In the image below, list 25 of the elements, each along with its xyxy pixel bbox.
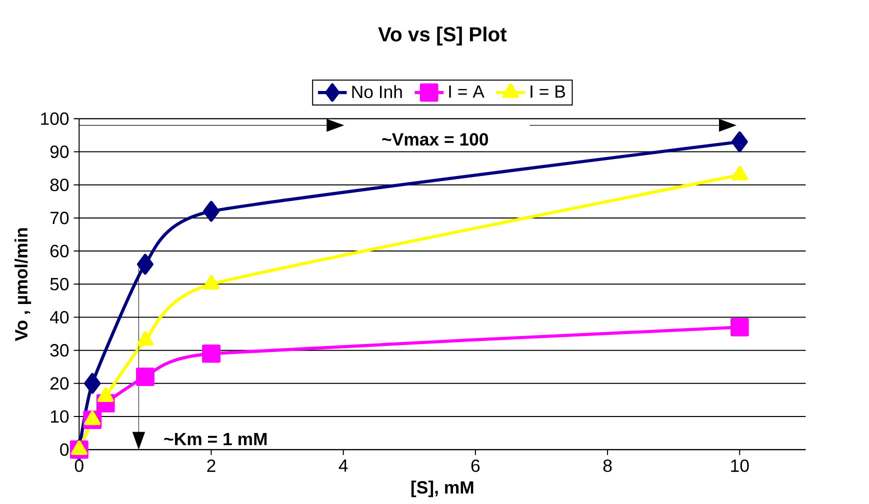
y-tick-label: 30 <box>50 344 69 357</box>
y-tick-label: 0 <box>60 444 69 456</box>
x-tick-label: 0 <box>74 460 84 472</box>
y-tick-label: 100 <box>41 112 69 126</box>
x-tick-label: 2 <box>207 460 216 472</box>
y-tick-label: 60 <box>50 244 69 258</box>
x-tick-label: 8 <box>603 460 612 472</box>
y-tick-label: 20 <box>50 377 69 390</box>
y-tick-label: 70 <box>50 212 69 224</box>
chart-title: Vo vs [S] Plot <box>378 26 507 46</box>
y-tick-label: 10 <box>50 410 69 423</box>
legend-label: I = A <box>449 86 484 98</box>
y-tick-label: 80 <box>50 178 69 192</box>
x-axis-title: [S], mM <box>411 480 474 498</box>
y-tick-label: 90 <box>50 146 69 158</box>
y-tick-label: 50 <box>50 278 69 291</box>
legend-label: I = B <box>530 86 565 98</box>
annotation: ~Vmax = 100 <box>382 133 488 146</box>
x-tick-label: 6 <box>471 460 480 472</box>
x-tick-label: 4 <box>338 460 348 472</box>
y-tick-label: 40 <box>50 311 69 324</box>
y-axis-title: Vo , µmol/min <box>14 228 32 342</box>
x-tick-label: 10 <box>731 460 749 472</box>
legend-label: No Inh <box>352 85 402 98</box>
annotation: ~Km = 1 mM <box>164 433 267 446</box>
